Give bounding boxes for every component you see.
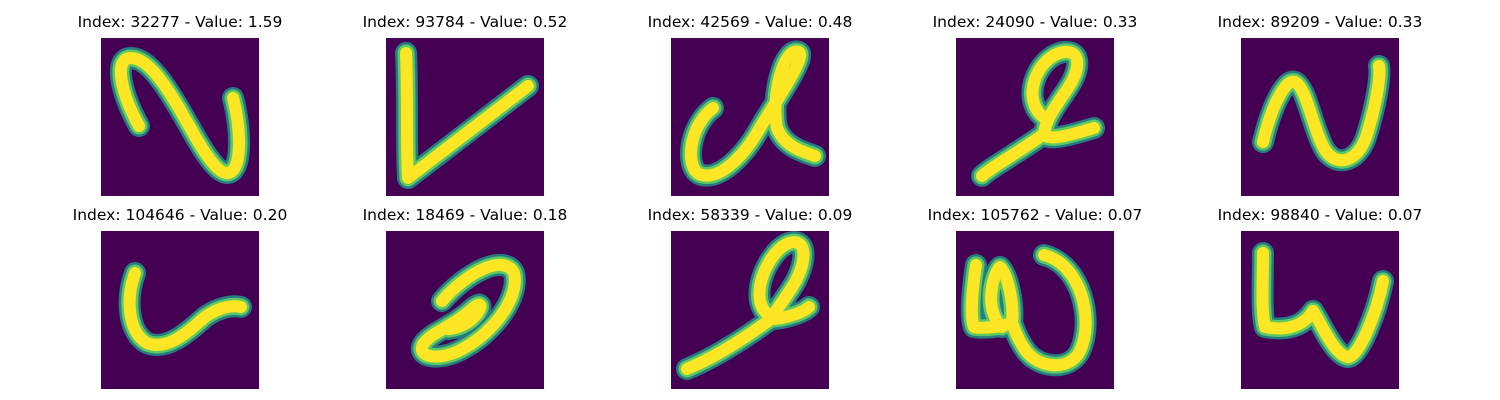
glyph-stroke: [123, 267, 247, 351]
panel-title: Index: 24090 - Value: 0.33: [932, 13, 1138, 31]
panel-title: Index: 98840 - Value: 0.07: [1217, 206, 1423, 224]
panel-title: Index: 18469 - Value: 0.18: [362, 206, 568, 224]
panel-8: Index: 58339 - Value: 0.09: [605, 205, 895, 398]
handwritten-glyph-image: [101, 231, 259, 389]
panel-1: Index: 32277 - Value: 1.59: [35, 12, 325, 205]
panel-title: Index: 93784 - Value: 0.52: [362, 13, 568, 31]
glyph-stroke: [1256, 247, 1389, 363]
handwritten-glyph-image: [956, 231, 1114, 389]
glyph-stroke: [676, 231, 820, 380]
panel-title: Index: 42569 - Value: 0.48: [647, 13, 853, 31]
handwritten-glyph-image: [956, 38, 1114, 196]
panel-7: Index: 18469 - Value: 0.18: [320, 205, 610, 398]
glyph-stroke: [1257, 60, 1386, 167]
panel-4: Index: 24090 - Value: 0.33: [890, 12, 1180, 205]
glyph-stroke: [681, 236, 815, 375]
handwritten-glyph-image: [671, 38, 829, 196]
glyph-stroke: [684, 45, 821, 182]
panel-title: Index: 58339 - Value: 0.09: [647, 206, 853, 224]
handwritten-glyph-image: [386, 38, 544, 196]
handwritten-glyph-image: [386, 231, 544, 389]
panel-5: Index: 89209 - Value: 0.33: [1175, 12, 1465, 205]
panel-9: Index: 105762 - Value: 0.07: [890, 205, 1180, 398]
panel-6: Index: 104646 - Value: 0.20: [35, 205, 325, 398]
handwritten-glyph-image: [1241, 231, 1399, 389]
handwritten-glyph-image: [101, 38, 259, 196]
panel-title: Index: 89209 - Value: 0.33: [1217, 13, 1423, 31]
panel-title: Index: 32277 - Value: 1.59: [77, 13, 283, 31]
panel-title: Index: 105762 - Value: 0.07: [927, 206, 1143, 224]
panel-2: Index: 93784 - Value: 0.52: [320, 12, 610, 205]
handwritten-glyph-image: [1241, 38, 1399, 196]
glyph-stroke: [415, 258, 521, 363]
glyph-stroke: [114, 52, 245, 179]
glyph-stroke: [976, 45, 1100, 182]
glyph-stroke: [965, 249, 1092, 372]
glyph-stroke: [400, 47, 534, 184]
panel-title: Index: 104646 - Value: 0.20: [72, 206, 288, 224]
panel-3: Index: 42569 - Value: 0.48: [605, 12, 895, 205]
panel-10: Index: 98840 - Value: 0.07: [1175, 205, 1465, 398]
handwritten-glyph-image: [671, 231, 829, 389]
